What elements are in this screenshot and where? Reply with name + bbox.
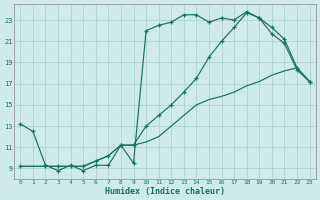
X-axis label: Humidex (Indice chaleur): Humidex (Indice chaleur): [105, 187, 225, 196]
